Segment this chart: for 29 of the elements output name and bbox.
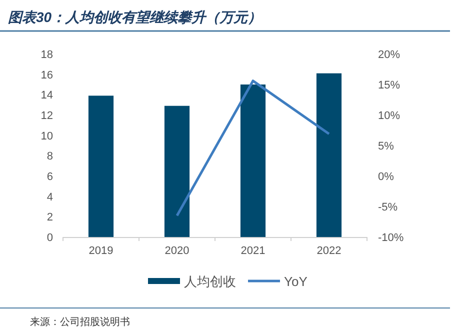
bar [88, 96, 114, 237]
y-tick-label: 10 [40, 130, 53, 142]
y-tick-label: 16 [40, 69, 53, 82]
x-tick-label: 2020 [164, 245, 190, 257]
legend-label: 人均创收 [184, 274, 236, 289]
bar [240, 84, 266, 237]
y-tick-label: 12 [40, 110, 53, 122]
x-tick-label: 2022 [316, 245, 342, 257]
y2-tick-label: -10% [378, 232, 404, 244]
y2-tick-label: 20% [378, 49, 400, 61]
source-note: 来源：公司招股说明书 [30, 316, 130, 328]
x-tick-label: 2019 [88, 245, 114, 257]
y-tick-label: 4 [46, 191, 53, 204]
y-tick-label: 8 [46, 150, 53, 163]
y-tick-label: 14 [40, 90, 53, 102]
x-tick-label: 2021 [240, 245, 266, 257]
y2-tick-label: 10% [378, 110, 400, 122]
y2-tick-label: -5% [378, 202, 398, 214]
y-tick-label: 0 [46, 232, 53, 244]
y2-tick-label: 0% [378, 171, 394, 183]
legend-label: YoY [284, 274, 308, 289]
y2-tick-label: 5% [378, 140, 394, 152]
y2-tick-label: 15% [378, 80, 400, 92]
bar [316, 73, 342, 237]
chart-title: 图表30：人均创收有望继续攀升（万元） [8, 9, 262, 25]
y-tick-label: 2 [46, 212, 53, 224]
y-tick-label: 18 [40, 49, 53, 61]
bar [164, 106, 190, 237]
y-tick-label: 6 [46, 171, 53, 183]
